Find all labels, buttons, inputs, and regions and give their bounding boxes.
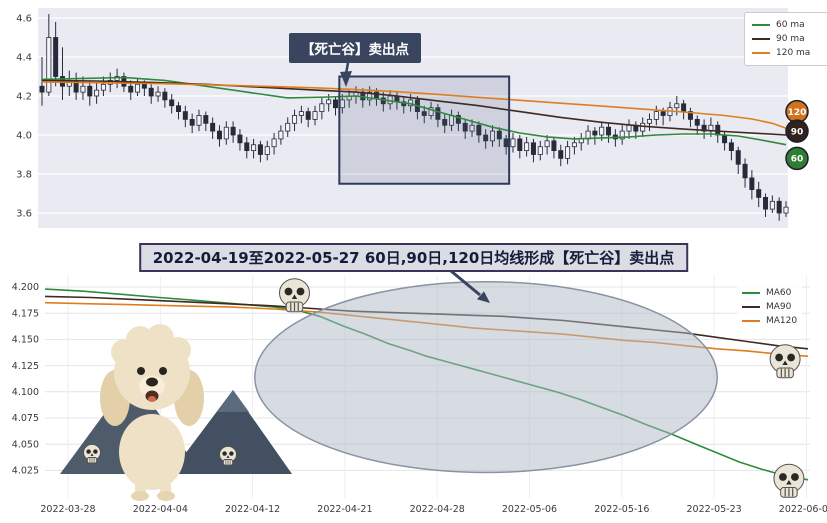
annotation-arrows	[340, 56, 490, 303]
top-legend: 60 ma 90 ma 120 ma	[744, 12, 827, 66]
ma-line-120ma	[41, 81, 787, 129]
y-tick-label: 4.125	[12, 361, 39, 372]
y-tick-label: 4.100	[12, 387, 39, 398]
y-tick-label: 4.2	[16, 92, 32, 103]
dog-nose	[146, 377, 158, 387]
legend-label: 60 ma	[776, 20, 805, 30]
y-tick-label: 3.8	[16, 170, 32, 181]
y-tick-label: 4.6	[16, 14, 32, 25]
skull-icon	[773, 463, 805, 498]
bottom-ma-line-chart: 4.200 4.175 4.150 4.125 4.100 4.075 4.050 4.025…	[12, 276, 827, 515]
section-title: 2022-04-19至2022-05-27 60日,90日,120日均线形成【死…	[138, 243, 689, 272]
legend-label: MA60	[766, 288, 792, 298]
death-valley-annotation: 【死亡谷】卖出点	[289, 33, 421, 63]
x-tick-label: 2022-05-23	[686, 504, 741, 515]
legend-line-swatch	[752, 52, 770, 54]
legend-line-swatch	[752, 24, 770, 26]
death-valley-highlight-fill	[339, 76, 510, 184]
legend-item: 120 ma	[752, 46, 826, 60]
legend-line-swatch	[742, 306, 760, 308]
skull-icon	[769, 344, 801, 379]
title-annotation-arrowhead	[477, 291, 490, 303]
x-tick-label: 2022-04-21	[317, 504, 372, 515]
skull-markers	[83, 278, 805, 498]
legend-item: MA60	[742, 286, 797, 300]
x-tick-label: 2022-05-16	[594, 504, 649, 515]
x-tick-label: 2022-04-28	[410, 504, 465, 515]
top-annotation-arrowhead	[340, 71, 352, 87]
x-tick-label: 2022-05-06	[502, 504, 557, 515]
dog-tongue	[148, 396, 156, 402]
y-tick-label: 4.050	[12, 439, 39, 450]
y-tick-label: 4.175	[12, 308, 39, 319]
dog-clipart	[60, 324, 292, 501]
ma-line-60ma	[41, 76, 787, 146]
y-tick-label: 4.150	[12, 335, 39, 346]
death-valley-ellipse	[254, 281, 718, 474]
skull-icon	[279, 278, 311, 313]
svg-text:60: 60	[791, 155, 804, 165]
legend-item: 60 ma	[752, 18, 826, 32]
legend-label: MA90	[766, 302, 792, 312]
y-tick-label: 3.6	[16, 209, 32, 220]
legend-line-swatch	[742, 292, 760, 294]
dog	[100, 324, 204, 501]
x-tick-label: 2022-06-01	[779, 504, 827, 515]
death-valley-highlight-border	[338, 75, 511, 185]
y-tick-label: 4.0	[16, 131, 32, 142]
x-tick-label: 2022-04-04	[133, 504, 188, 515]
ma-badge-60: 60	[785, 146, 809, 171]
x-tick-label: 2022-03-28	[40, 504, 95, 515]
x-tick-label: 2022-04-12	[225, 504, 280, 515]
ma-badge-90: 90	[785, 119, 809, 143]
title-annotation-arrow	[450, 269, 481, 297]
legend-line-swatch	[742, 320, 760, 322]
dog-eye-left	[137, 367, 145, 375]
bottom-legend: MA60 MA90 MA120	[737, 283, 803, 331]
legend-line-swatch	[752, 38, 770, 40]
ma-badge-120: 120	[785, 99, 809, 124]
skull-icon	[219, 445, 237, 466]
mountain-right	[170, 390, 292, 474]
legend-label: 120 ma	[776, 48, 811, 58]
y-tick-label: 4.4	[16, 53, 32, 64]
svg-text:90: 90	[791, 127, 804, 137]
dog-eye-right	[159, 367, 167, 375]
legend-item: MA90	[742, 300, 797, 314]
legend-label: 90 ma	[776, 34, 805, 44]
mountain-right-cap	[217, 390, 249, 412]
legend-label: MA120	[766, 316, 798, 326]
skull-icon	[83, 443, 101, 464]
svg-text:120: 120	[788, 108, 807, 118]
y-tick-label: 4.025	[12, 466, 39, 477]
legend-item: MA120	[742, 314, 797, 328]
legend-item: 90 ma	[752, 32, 826, 46]
y-tick-label: 4.200	[12, 282, 39, 293]
y-tick-label: 4.075	[12, 413, 39, 424]
